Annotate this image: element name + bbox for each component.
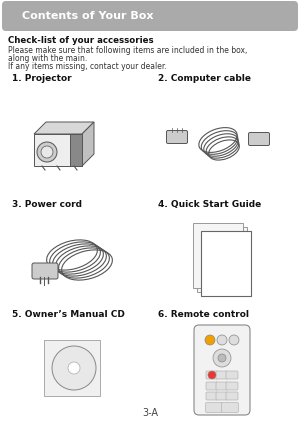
FancyBboxPatch shape	[206, 371, 218, 379]
FancyBboxPatch shape	[248, 132, 269, 146]
Polygon shape	[70, 134, 82, 166]
Circle shape	[52, 346, 96, 390]
FancyBboxPatch shape	[2, 1, 298, 31]
Text: 6. Remote control: 6. Remote control	[158, 310, 249, 319]
FancyBboxPatch shape	[206, 392, 218, 400]
Text: 3. Power cord: 3. Power cord	[12, 200, 82, 209]
FancyBboxPatch shape	[194, 325, 250, 415]
Circle shape	[205, 335, 215, 345]
Bar	[44, 340, 100, 396]
Text: If any items missing, contact your dealer.: If any items missing, contact your deale…	[8, 62, 167, 71]
Bar	[193, 223, 243, 288]
FancyBboxPatch shape	[167, 130, 188, 144]
FancyBboxPatch shape	[32, 263, 58, 279]
FancyBboxPatch shape	[226, 392, 238, 400]
Text: along with the main.: along with the main.	[8, 54, 87, 63]
Circle shape	[218, 354, 226, 362]
Text: 5. Owner’s Manual CD: 5. Owner’s Manual CD	[12, 310, 125, 319]
FancyBboxPatch shape	[206, 382, 218, 390]
FancyBboxPatch shape	[216, 392, 228, 400]
Circle shape	[208, 371, 216, 379]
Circle shape	[37, 142, 57, 162]
Polygon shape	[34, 134, 82, 166]
Text: 1. Projector: 1. Projector	[12, 74, 72, 83]
Text: Contents of Your Box: Contents of Your Box	[22, 11, 154, 21]
FancyBboxPatch shape	[206, 403, 223, 412]
Circle shape	[213, 349, 231, 367]
Circle shape	[229, 335, 239, 345]
FancyBboxPatch shape	[226, 371, 238, 379]
Polygon shape	[34, 122, 94, 134]
FancyBboxPatch shape	[216, 382, 228, 390]
Bar	[201, 231, 251, 296]
Text: 4. Quick Start Guide: 4. Quick Start Guide	[158, 200, 261, 209]
Bar	[201, 231, 251, 296]
Bar	[197, 227, 247, 292]
Text: Check-list of your accessories: Check-list of your accessories	[8, 36, 154, 45]
FancyBboxPatch shape	[216, 371, 228, 379]
FancyBboxPatch shape	[226, 382, 238, 390]
Text: 2. Computer cable: 2. Computer cable	[158, 74, 251, 83]
FancyBboxPatch shape	[221, 403, 239, 412]
Circle shape	[41, 146, 53, 158]
Text: 3-A: 3-A	[142, 408, 158, 418]
Text: Please make sure that following items are included in the box,: Please make sure that following items ar…	[8, 46, 247, 55]
Circle shape	[68, 362, 80, 374]
Polygon shape	[82, 122, 94, 166]
Circle shape	[217, 335, 227, 345]
